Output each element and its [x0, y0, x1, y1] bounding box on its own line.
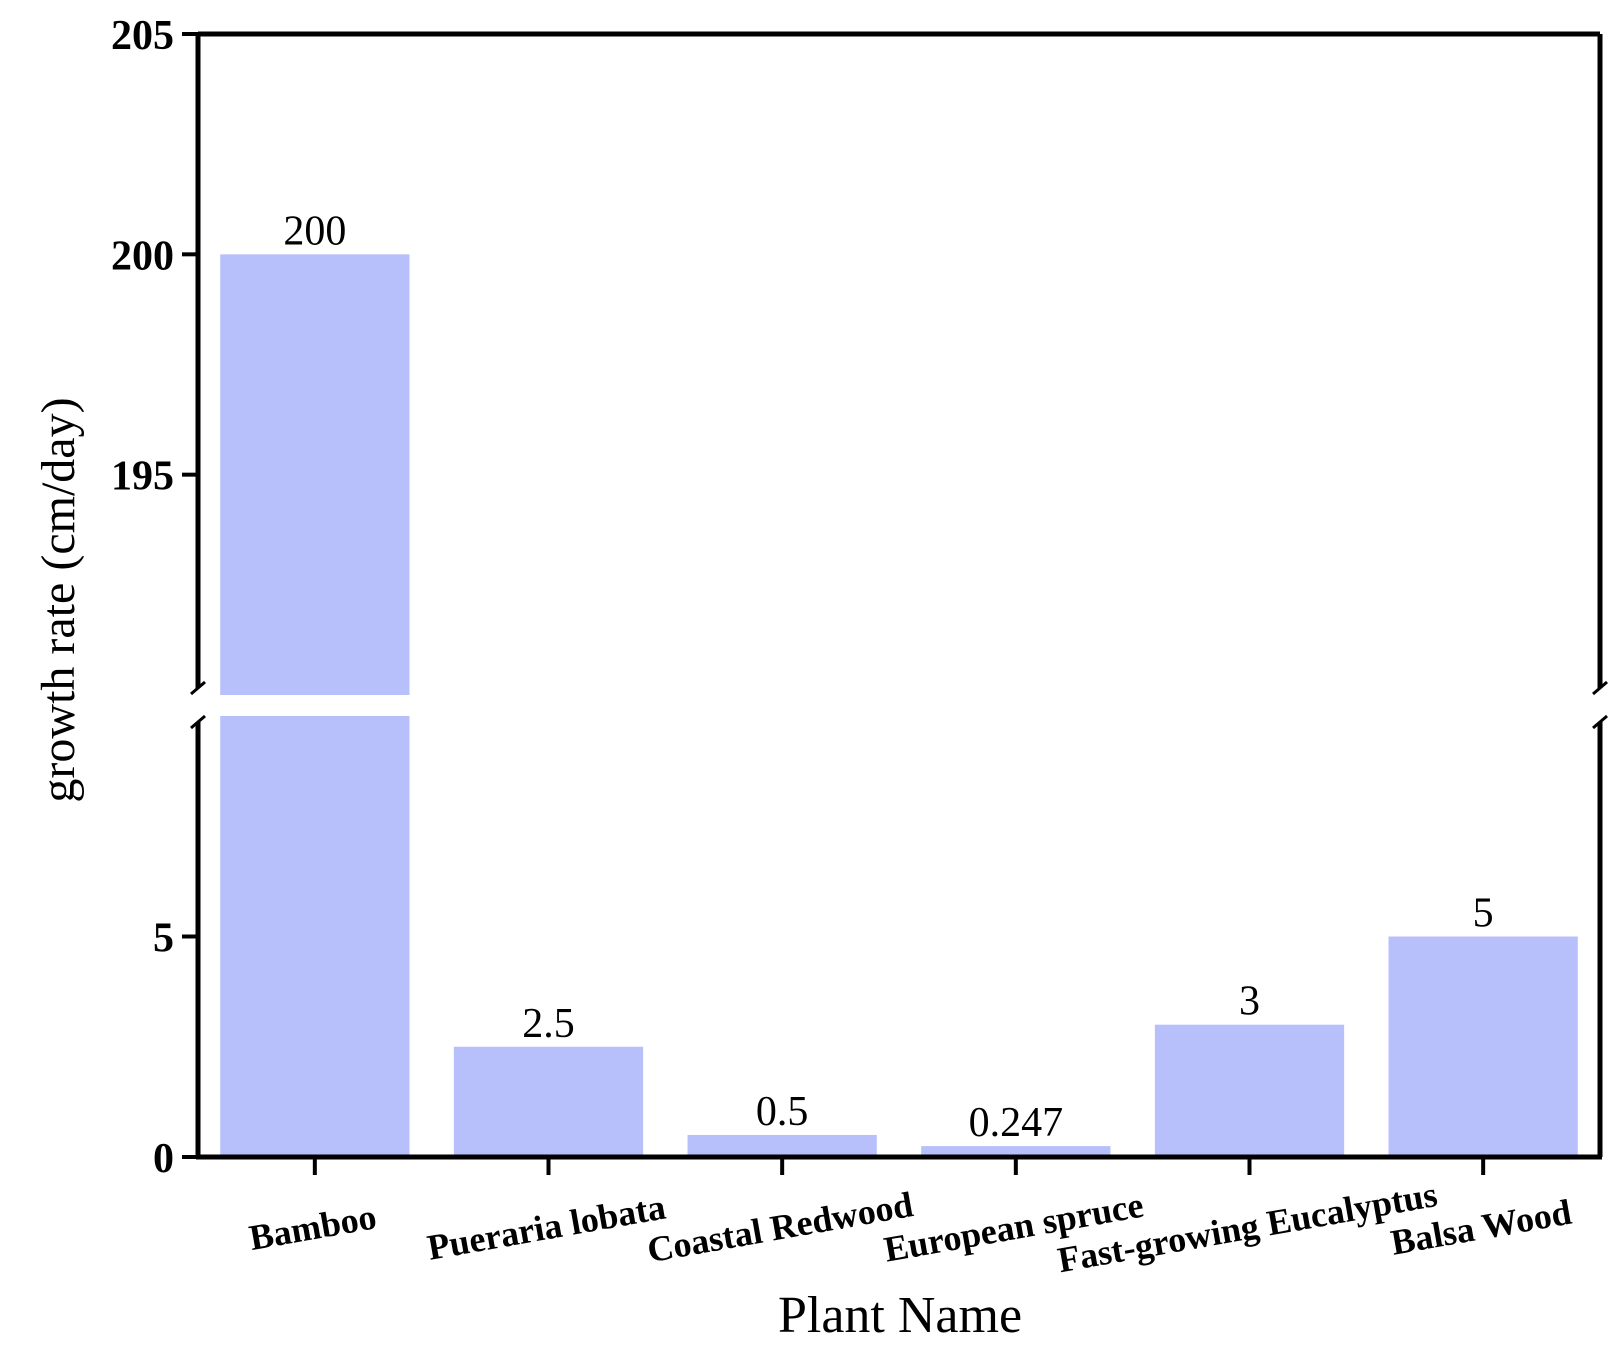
x-tick-label-2: Coastal Redwood: [644, 1184, 916, 1270]
y-axis-title: growth rate (cm/day): [32, 397, 85, 802]
x-tick-label-0: Bamboo: [246, 1196, 379, 1258]
data-label-1: 2.5: [522, 1001, 575, 1047]
data-label-3: 0.247: [969, 1100, 1064, 1146]
bar-2: [687, 1134, 877, 1157]
bar-5: [1388, 936, 1578, 1157]
x-tick-label-1: Pueraria lobata: [424, 1187, 668, 1268]
y-tick-label-lower-0: 0: [153, 1136, 174, 1182]
y-tick-label-upper-1: 200: [111, 233, 174, 279]
bar-0-upper: [220, 254, 410, 696]
data-label-4: 3: [1239, 979, 1260, 1025]
bar-4: [1154, 1024, 1345, 1157]
y-tick-label-lower-1: 5: [153, 916, 174, 962]
axis-break-right-bottom: [1592, 714, 1608, 730]
axis-break-right-top: [1592, 680, 1608, 696]
labels-layer: 200 2.5 0.5 0.247 3 5: [283, 208, 1493, 1146]
data-label-0: 200: [283, 208, 346, 254]
bars-layer: [220, 254, 1578, 1157]
axes-layer: [190, 31, 1608, 1160]
data-label-5: 5: [1473, 891, 1494, 937]
y-tick-label-upper-0: 195: [111, 454, 174, 500]
bar-1: [453, 1046, 644, 1157]
y-tick-label-upper-2: 205: [111, 13, 174, 59]
axis-break-left-bottom: [190, 714, 206, 730]
bar-3: [921, 1146, 1111, 1157]
axis-break-left-top: [190, 680, 206, 696]
x-axis-title: Plant Name: [778, 1287, 1022, 1344]
bar-0-lower: [220, 716, 410, 1157]
data-label-2: 0.5: [756, 1089, 809, 1135]
